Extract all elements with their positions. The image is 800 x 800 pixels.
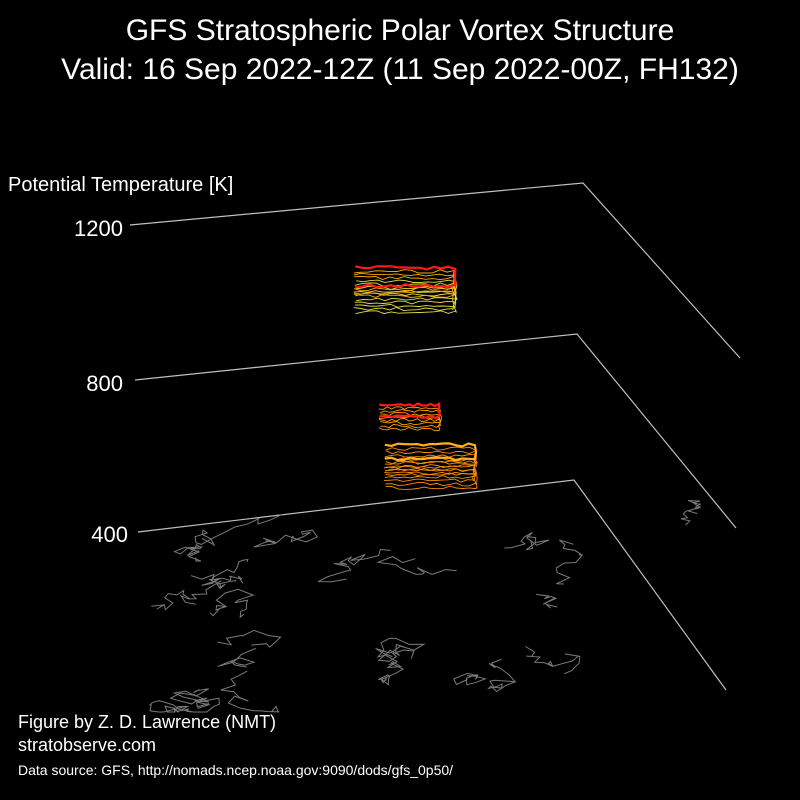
chart-subtitle: Valid: 16 Sep 2022-12Z (11 Sep 2022-00Z,…	[0, 53, 800, 87]
coastline-segment	[454, 673, 486, 685]
coastline-segment	[504, 533, 549, 550]
coastline-segment	[556, 540, 582, 584]
chart-title: GFS Stratospheric Polar Vortex Structure	[0, 14, 800, 48]
figure-credit: Figure by Z. D. Lawrence (NMT)	[18, 712, 276, 733]
z-tick-800: 800	[53, 371, 123, 397]
coastline-segment	[221, 671, 280, 712]
coastline-segment	[181, 581, 221, 605]
z-tick-1200: 1200	[53, 216, 123, 242]
coastline-segment	[378, 661, 403, 684]
vortex-upper-contours	[354, 266, 457, 313]
coastline-segment	[378, 557, 456, 575]
vortex-lower-contours	[384, 443, 477, 489]
coastline-segment	[536, 594, 557, 608]
coastline-segment	[489, 659, 516, 692]
coastline-segment	[175, 545, 202, 562]
z-axis-label: Potential Temperature [K]	[8, 174, 233, 197]
coastline-segment	[681, 501, 700, 526]
z-tick-400: 400	[58, 522, 128, 548]
data-source: Data source: GFS, http://nomads.ncep.noa…	[18, 762, 453, 778]
website-credit: stratobserve.com	[18, 735, 156, 756]
coastline-segment	[217, 630, 280, 647]
coastline-map	[150, 501, 700, 713]
coastline-segment	[376, 638, 424, 667]
coastline-segment	[171, 689, 209, 707]
coastline-segment	[318, 549, 390, 581]
coastline-segment	[254, 530, 318, 547]
axis-box	[130, 183, 740, 690]
coastline-segment	[150, 698, 219, 712]
vortex-middle-contours	[379, 404, 442, 431]
plane-400	[138, 480, 726, 690]
plane-1200	[130, 183, 740, 358]
coastline-segment	[210, 589, 253, 617]
coastline-segment	[526, 647, 580, 674]
coastline-segment	[202, 576, 243, 589]
coastline-segment	[218, 649, 256, 667]
